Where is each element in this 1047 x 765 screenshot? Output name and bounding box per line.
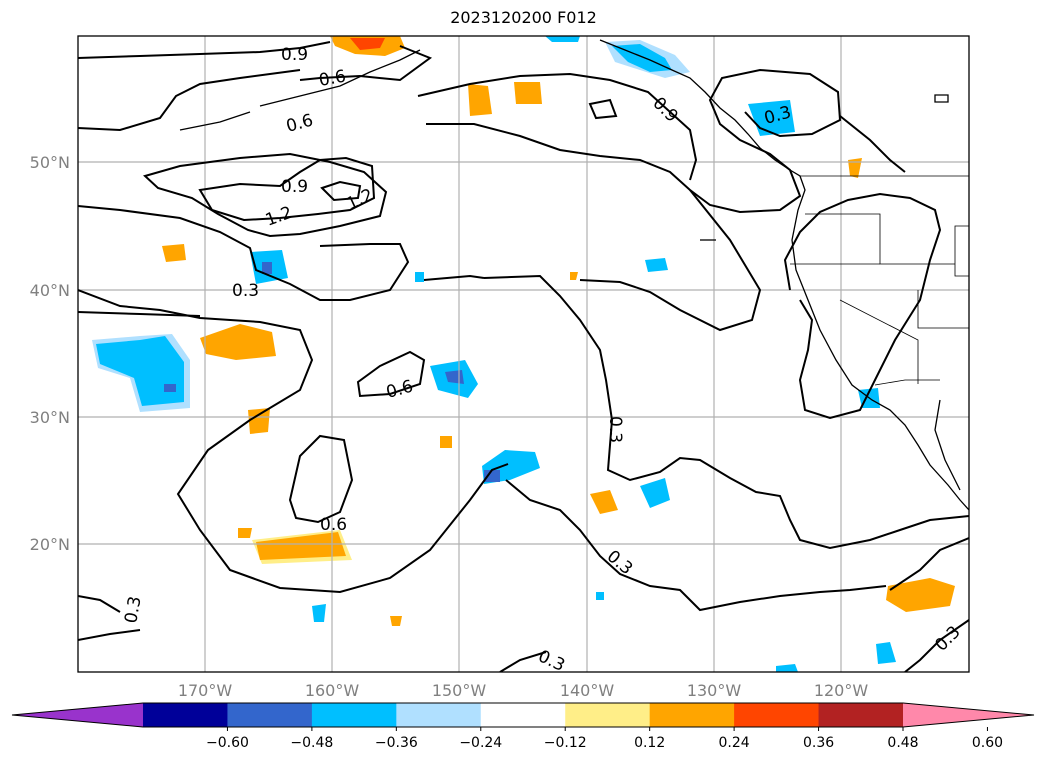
colorbar-tick-label: 0.12: [634, 735, 665, 751]
colorbar-tick-label: 0.60: [972, 735, 1003, 751]
colorbar-segment: [227, 703, 313, 727]
colorbar-tick-label: 0.24: [719, 735, 750, 751]
colorbar: −0.60 −0.48 −0.36 −0.24 −0.12 0.12 0.24 0.36 0.4…: [11, 702, 1035, 751]
map-content: 0.9 0.6 0.6 0.9 1.2 1.2 0.3 0.6 0.9 0.3 …: [78, 36, 969, 672]
lat-label: 20°N: [30, 535, 70, 554]
colorbar-outline: [11, 702, 1035, 728]
map-frame: [77, 35, 970, 673]
lon-label: 140°W: [560, 681, 615, 700]
lat-label: 40°N: [30, 281, 70, 300]
longitude-labels: 170°W 160°W 150°W 140°W 130°W 120°W: [178, 681, 869, 700]
colorbar-segment: [734, 703, 820, 727]
colorbar-tick-label: −0.36: [375, 735, 418, 751]
colorbar-segment: [818, 703, 904, 727]
contour-label: 0.3: [605, 416, 625, 443]
colorbar-segment: [480, 703, 566, 727]
colorbar-left-extension: [12, 703, 143, 727]
lat-label: 30°N: [30, 408, 70, 427]
contour-label: 0.3: [232, 281, 259, 301]
colorbar-tick-label: −0.48: [290, 735, 333, 751]
contour-label: 0.9: [281, 45, 308, 65]
lon-label: 170°W: [178, 681, 233, 700]
colorbar-segment: [311, 703, 397, 727]
colorbar-tick-label: −0.12: [544, 735, 587, 751]
coastlines: [179, 39, 969, 511]
latitude-labels: 50°N 40°N 30°N 20°N: [30, 153, 70, 554]
lat-label: 50°N: [30, 153, 70, 172]
contour-label: 0.6: [317, 67, 347, 91]
contour-label: 0.3: [121, 595, 145, 625]
lon-label: 120°W: [814, 681, 869, 700]
colorbar-tick-label: 0.36: [803, 735, 834, 751]
lon-label: 150°W: [432, 681, 487, 700]
colorbar-segment: [565, 703, 651, 727]
colorbar-tick-label: −0.24: [459, 735, 502, 751]
colorbar-tick-label: −0.60: [206, 735, 249, 751]
lon-label: 130°W: [687, 681, 742, 700]
contour-label: 0.6: [320, 515, 347, 535]
contour-label: 0.9: [281, 177, 308, 197]
colorbar-tick-label: 0.48: [887, 735, 918, 751]
colorbar-segment: [396, 703, 482, 727]
colorbar-segment: [143, 703, 228, 727]
contour-lines: [78, 41, 969, 672]
colorbar-right-extension: [903, 703, 1034, 727]
colorbar-segment: [649, 703, 735, 727]
lon-label: 160°W: [305, 681, 360, 700]
graticule: [78, 36, 969, 672]
map-title: 2023120200 F012: [450, 8, 597, 27]
